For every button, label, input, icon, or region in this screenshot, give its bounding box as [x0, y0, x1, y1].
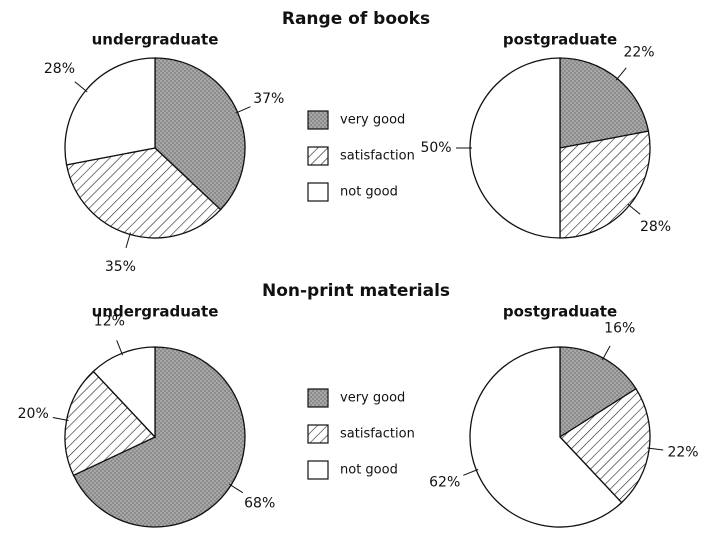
legend-swatch: [307, 110, 329, 130]
pie-subtitle: postgraduate: [503, 303, 617, 321]
legend-swatch: [307, 460, 329, 480]
legend-label: satisfaction: [340, 427, 415, 442]
value-label: 22%: [623, 44, 654, 60]
pie-subtitle: postgraduate: [503, 31, 617, 49]
leader-line: [229, 483, 244, 494]
value-label: 22%: [667, 445, 698, 461]
legend-label: very good: [340, 113, 405, 128]
value-label: 62%: [429, 475, 460, 491]
pie-subtitle: undergraduate: [92, 303, 219, 321]
leader-line: [125, 232, 131, 249]
pie-subtitle: undergraduate: [92, 31, 219, 49]
leader-line: [627, 203, 641, 215]
legend-label: very good: [340, 391, 405, 406]
leader-line: [52, 417, 69, 422]
legend-label: satisfaction: [340, 149, 415, 164]
leader-line: [615, 67, 627, 81]
section-title: Range of books: [282, 9, 430, 29]
leader-line: [647, 447, 664, 451]
value-label: 50%: [420, 140, 451, 156]
legend-swatch: [307, 424, 329, 444]
pie-slice: [559, 130, 651, 239]
value-label: 28%: [640, 219, 671, 235]
pie-slice: [469, 57, 561, 239]
legend-label: not good: [340, 185, 398, 200]
value-label: 12%: [94, 314, 125, 330]
pie-slice: [64, 57, 156, 166]
legend-label: not good: [340, 463, 398, 478]
leader-line: [235, 106, 251, 114]
value-label: 20%: [18, 406, 49, 422]
leader-line: [74, 81, 88, 93]
value-label: 28%: [44, 61, 75, 77]
legend-swatch: [307, 146, 329, 166]
leader-line: [116, 340, 124, 356]
leader-line: [601, 345, 611, 361]
legend-swatch: [307, 388, 329, 408]
value-label: 16%: [604, 320, 635, 336]
section-title: Non-print materials: [262, 281, 450, 301]
legend-swatch: [307, 182, 329, 202]
value-label: 68%: [244, 495, 275, 511]
value-label: 35%: [105, 259, 136, 275]
value-label: 37%: [253, 91, 284, 107]
leader-line: [463, 468, 479, 476]
